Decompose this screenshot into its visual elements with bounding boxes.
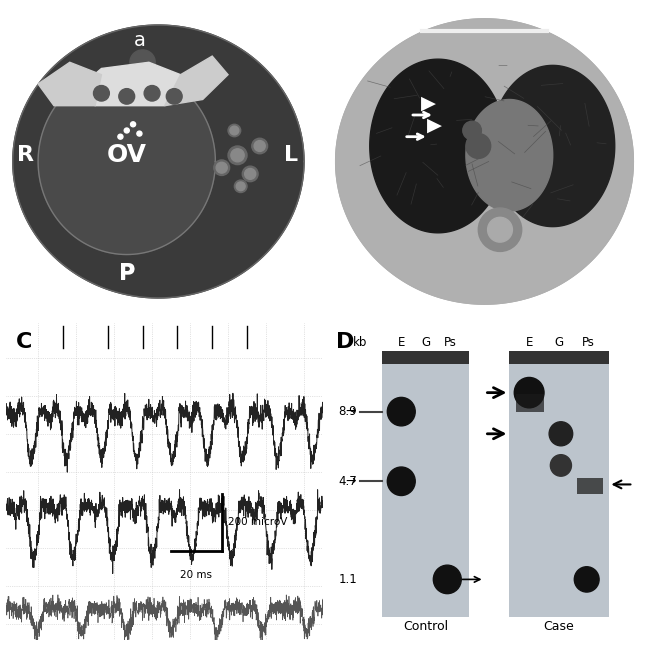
Circle shape (124, 128, 129, 133)
Circle shape (550, 455, 572, 476)
Text: Case: Case (543, 620, 574, 633)
Text: R: R (17, 145, 34, 165)
Circle shape (137, 131, 142, 136)
Circle shape (130, 50, 155, 75)
Circle shape (228, 146, 247, 165)
Circle shape (166, 89, 182, 104)
Polygon shape (491, 65, 615, 227)
FancyBboxPatch shape (509, 351, 609, 364)
Circle shape (466, 134, 491, 158)
Circle shape (463, 121, 481, 140)
Circle shape (242, 166, 258, 182)
Polygon shape (38, 62, 101, 106)
Circle shape (236, 182, 245, 191)
Text: B: B (345, 22, 362, 42)
Polygon shape (336, 19, 633, 304)
Text: G: G (554, 336, 563, 349)
Text: Ps: Ps (582, 336, 595, 349)
Text: P: P (119, 263, 135, 283)
Circle shape (144, 85, 160, 101)
Polygon shape (13, 25, 304, 298)
Text: C: C (16, 333, 32, 353)
Circle shape (549, 422, 573, 446)
Circle shape (478, 208, 522, 251)
Circle shape (228, 124, 241, 137)
Text: E: E (525, 336, 533, 349)
Circle shape (130, 122, 136, 127)
Text: kb: kb (353, 336, 368, 349)
FancyBboxPatch shape (577, 478, 603, 494)
Text: Control: Control (403, 620, 448, 633)
Circle shape (388, 467, 415, 495)
FancyBboxPatch shape (382, 351, 469, 618)
Text: 4.7: 4.7 (339, 475, 357, 488)
Text: ▶: ▶ (428, 116, 443, 134)
Text: →: → (345, 475, 355, 488)
Text: 20 ms: 20 ms (180, 570, 213, 580)
Polygon shape (370, 59, 506, 233)
Polygon shape (165, 56, 228, 106)
Circle shape (433, 565, 461, 594)
FancyBboxPatch shape (509, 351, 609, 618)
Text: P: P (119, 264, 135, 284)
Text: A: A (22, 22, 39, 42)
Text: Ps: Ps (443, 336, 456, 349)
Text: G: G (421, 336, 430, 349)
Circle shape (252, 138, 267, 154)
Circle shape (230, 126, 239, 135)
Polygon shape (336, 19, 633, 304)
Text: ▶: ▶ (421, 94, 436, 113)
Circle shape (234, 180, 247, 193)
Circle shape (488, 217, 512, 242)
Circle shape (574, 567, 599, 592)
Circle shape (388, 397, 415, 426)
Text: L: L (284, 145, 298, 165)
Circle shape (245, 169, 256, 180)
Text: →: → (345, 405, 355, 418)
Circle shape (118, 134, 123, 139)
Text: 8.9: 8.9 (339, 405, 357, 418)
Polygon shape (76, 62, 181, 106)
Circle shape (231, 149, 244, 162)
Text: 1.1: 1.1 (339, 573, 357, 586)
Text: E: E (397, 336, 405, 349)
Text: a: a (134, 31, 145, 50)
Circle shape (254, 141, 266, 151)
Text: 200 microV: 200 microV (228, 517, 287, 527)
Text: OV: OV (107, 143, 147, 167)
Polygon shape (38, 68, 215, 255)
FancyBboxPatch shape (516, 394, 544, 412)
Circle shape (214, 160, 229, 176)
Polygon shape (466, 99, 553, 211)
Text: D: D (336, 333, 354, 353)
Circle shape (514, 377, 544, 408)
FancyBboxPatch shape (382, 351, 469, 364)
Circle shape (94, 85, 109, 101)
Circle shape (119, 89, 134, 104)
Circle shape (216, 162, 227, 173)
